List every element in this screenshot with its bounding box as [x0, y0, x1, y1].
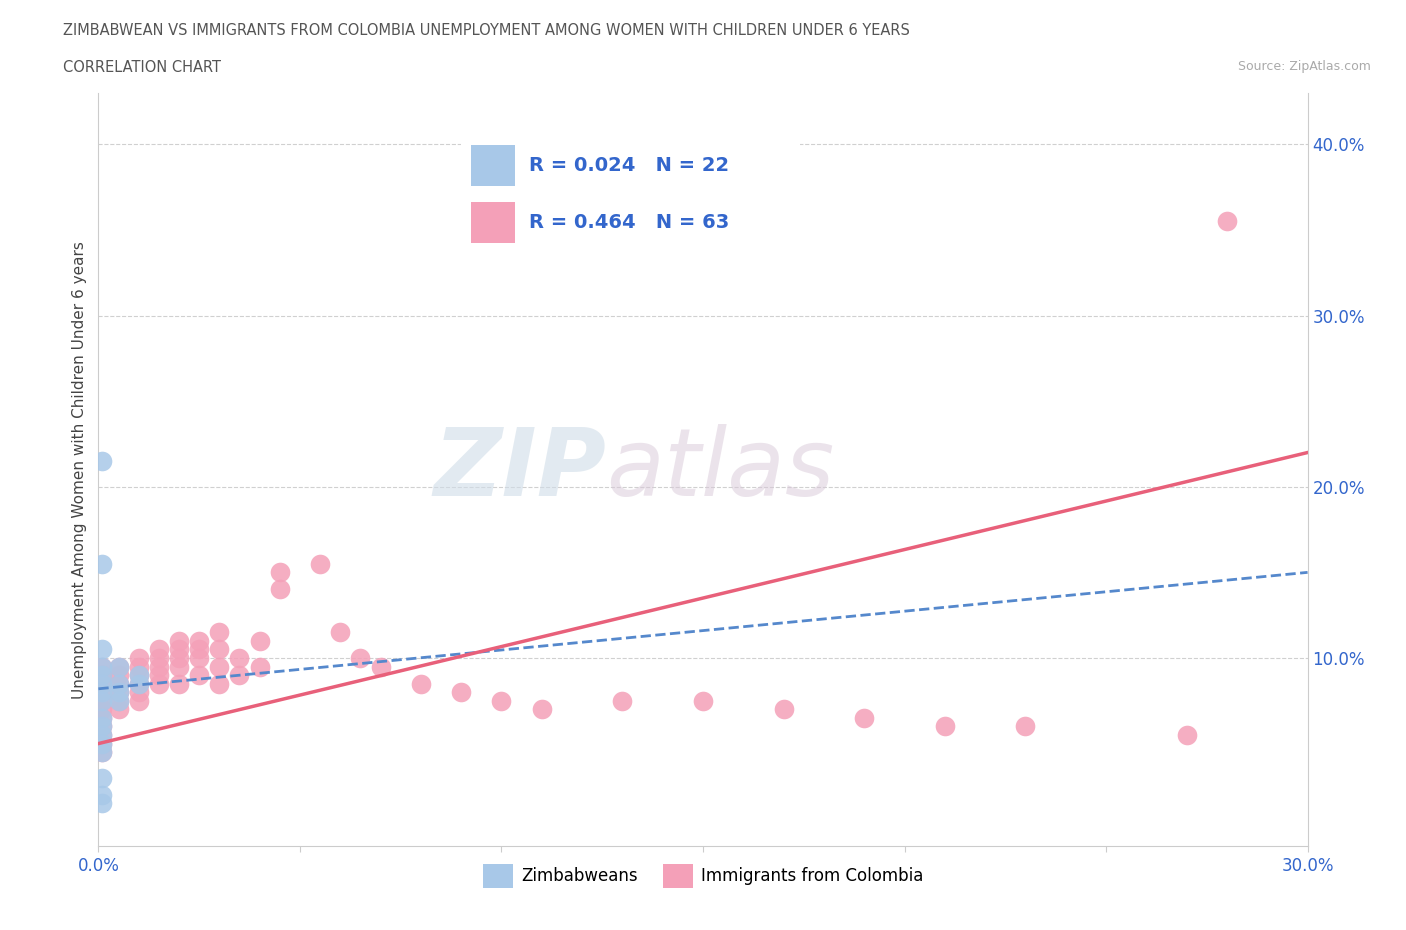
Point	[1216, 214, 1239, 229]
Point	[91, 719, 114, 734]
Point	[107, 659, 129, 674]
Point	[128, 668, 150, 683]
Point	[148, 651, 170, 666]
Point	[208, 676, 231, 691]
Point	[91, 711, 114, 725]
Point	[491, 694, 513, 709]
Point	[91, 454, 114, 469]
Point	[409, 676, 432, 691]
Point	[91, 684, 114, 699]
Point	[148, 668, 170, 683]
Point	[269, 565, 291, 579]
Point	[269, 582, 291, 597]
Point	[107, 694, 129, 709]
Point	[1175, 727, 1198, 742]
Legend: Zimbabweans, Immigrants from Colombia: Zimbabweans, Immigrants from Colombia	[477, 857, 929, 895]
Point	[530, 702, 553, 717]
Point	[188, 633, 211, 648]
Point	[107, 684, 129, 699]
Point	[692, 694, 714, 709]
Point	[91, 745, 114, 760]
Point	[450, 684, 472, 699]
Point	[91, 676, 114, 691]
Point	[934, 719, 956, 734]
Point	[772, 702, 794, 717]
Point	[91, 727, 114, 742]
Point	[349, 651, 371, 666]
Point	[91, 737, 114, 751]
Text: CORRELATION CHART: CORRELATION CHART	[63, 60, 221, 75]
Point	[370, 659, 392, 674]
Point	[249, 659, 271, 674]
Point	[128, 676, 150, 691]
Point	[91, 719, 114, 734]
Point	[91, 694, 114, 709]
Point	[128, 684, 150, 699]
Text: atlas: atlas	[606, 424, 835, 515]
Point	[107, 702, 129, 717]
Point	[148, 676, 170, 691]
Point	[228, 651, 250, 666]
Point	[228, 668, 250, 683]
Point	[128, 668, 150, 683]
Point	[107, 694, 129, 709]
Point	[188, 642, 211, 657]
Point	[167, 659, 190, 674]
Point	[91, 659, 114, 674]
Point	[91, 659, 114, 674]
Point	[91, 745, 114, 760]
Point	[91, 788, 114, 803]
Point	[167, 633, 190, 648]
Point	[91, 556, 114, 571]
Text: ZIP: ZIP	[433, 424, 606, 515]
Text: Source: ZipAtlas.com: Source: ZipAtlas.com	[1237, 60, 1371, 73]
Point	[91, 770, 114, 785]
Point	[107, 676, 129, 691]
Point	[91, 796, 114, 811]
Point	[208, 625, 231, 640]
Point	[107, 676, 129, 691]
Point	[1014, 719, 1036, 734]
Point	[107, 659, 129, 674]
Point	[249, 633, 271, 648]
Point	[91, 702, 114, 717]
Point	[309, 556, 332, 571]
Text: ZIMBABWEAN VS IMMIGRANTS FROM COLOMBIA UNEMPLOYMENT AMONG WOMEN WITH CHILDREN UN: ZIMBABWEAN VS IMMIGRANTS FROM COLOMBIA U…	[63, 23, 910, 38]
Point	[148, 659, 170, 674]
Point	[91, 694, 114, 709]
Y-axis label: Unemployment Among Women with Children Under 6 years: Unemployment Among Women with Children U…	[72, 241, 87, 698]
Point	[188, 668, 211, 683]
Point	[167, 642, 190, 657]
Point	[128, 659, 150, 674]
Point	[128, 676, 150, 691]
Point	[107, 668, 129, 683]
Point	[91, 727, 114, 742]
Point	[167, 676, 190, 691]
Point	[329, 625, 352, 640]
Point	[853, 711, 876, 725]
Point	[91, 711, 114, 725]
Point	[208, 642, 231, 657]
Point	[107, 684, 129, 699]
Point	[167, 651, 190, 666]
Point	[91, 668, 114, 683]
Point	[612, 694, 634, 709]
Point	[91, 642, 114, 657]
Point	[91, 676, 114, 691]
Point	[148, 642, 170, 657]
Point	[208, 659, 231, 674]
Point	[128, 651, 150, 666]
Point	[188, 651, 211, 666]
Point	[128, 694, 150, 709]
Point	[91, 668, 114, 683]
Point	[91, 684, 114, 699]
Point	[91, 737, 114, 751]
